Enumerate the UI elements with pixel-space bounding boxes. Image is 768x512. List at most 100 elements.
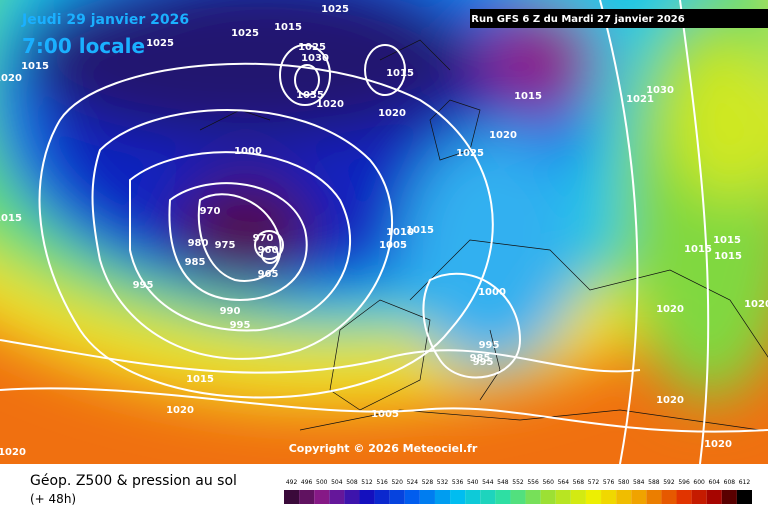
isobar-label: 985 [185, 257, 206, 268]
isobar-label: 1020 [316, 99, 344, 110]
isobar-label: 1015 [406, 225, 434, 236]
scale-tick-label: 504 [331, 479, 343, 486]
scale-swatch [510, 490, 526, 504]
isobar-label: 1015 [0, 213, 22, 224]
scale-tick-label: 528 [422, 479, 434, 486]
scale-swatch [691, 490, 707, 504]
scale-swatch [389, 490, 405, 504]
scale-swatch [601, 490, 617, 504]
isobar-label: 1020 [656, 395, 684, 406]
scale-tick-label: 556 [527, 479, 539, 486]
scale-tick-label: 580 [618, 479, 630, 486]
isobar-label: 1020 [0, 447, 26, 458]
copyright: Copyright © 2026 Meteociel.fr [289, 442, 478, 455]
scale-swatch [434, 490, 451, 504]
scale-swatch [495, 490, 511, 504]
isobar-label: 1015 [714, 251, 742, 262]
scale-tick-label: 584 [633, 479, 645, 486]
scale-swatch [525, 490, 541, 504]
scale-tick-label: 564 [558, 479, 570, 486]
isobar-label: 975 [215, 240, 236, 251]
scale-tick-label: 600 [693, 479, 705, 486]
isobar-label: 995 [479, 340, 500, 351]
isobar-label: 1005 [379, 240, 407, 251]
scale-swatch [616, 490, 632, 504]
isobar-label: 1000 [234, 146, 262, 157]
map-title: Géop. Z500 & pression au sol [30, 473, 237, 489]
isobar-label: 1020 [744, 299, 768, 310]
scale-tick-label: 588 [648, 479, 660, 486]
isobar-label: 1015 [713, 235, 741, 246]
isobar-label: 1015 [514, 91, 542, 102]
isobar-label: 965 [258, 269, 279, 280]
scale-tick-label: 508 [346, 479, 358, 486]
scale-swatch [646, 490, 662, 504]
isobar-label: 980 [188, 238, 209, 249]
scale-swatch [419, 490, 435, 504]
scale-tick-label: 540 [467, 479, 479, 486]
scale-swatch [344, 490, 360, 504]
isobar-label: 1010 [386, 227, 414, 238]
isobar-label: 1020 [489, 130, 517, 141]
isobar-label: 1015 [684, 244, 712, 255]
scale-tick-label: 496 [301, 479, 313, 486]
isobar-label: 960 [258, 245, 279, 256]
isobar-label: 995 [473, 357, 494, 368]
scale-tick-label: 500 [316, 479, 328, 486]
scale-swatch [465, 490, 481, 504]
isobar-label: 1035 [296, 90, 324, 101]
scale-swatch [284, 490, 300, 504]
color-scale: 492 496 500 504 508 512 516 520 524 528 532 536 540 5… [284, 479, 752, 504]
scale-swatch [404, 490, 420, 504]
scale-swatch [706, 490, 722, 504]
scale-swatch [631, 490, 647, 504]
scale-swatch [329, 490, 345, 504]
scale-tick-label: 492 [286, 479, 298, 486]
scale-tick-label: 576 [603, 479, 615, 486]
scale-tick-label: 608 [724, 479, 736, 486]
isobar-label: 1020 [656, 304, 684, 315]
scale-swatch [661, 490, 677, 504]
scale-swatch [540, 490, 556, 504]
scale-tick-label: 536 [452, 479, 464, 486]
isobar-label: 1025 [456, 148, 484, 159]
scale-tick-label: 548 [497, 479, 509, 486]
isobar-label: 1021 [626, 94, 654, 105]
isobar-labels: 1025102510151025101510201025103010351020… [0, 4, 768, 458]
scale-tick-label: 512 [361, 479, 373, 486]
isobar-label: 995 [230, 320, 251, 331]
isobar-label: 1020 [378, 108, 406, 119]
map-field [0, 0, 768, 464]
isobar-label: 970 [200, 206, 221, 217]
isobar-label: 1015 [274, 22, 302, 33]
scale-swatch [374, 490, 390, 504]
isobar-label: 1020 [704, 439, 732, 450]
isobar-label: 1015 [386, 68, 414, 79]
isobar-label: 1020 [0, 73, 22, 84]
isobar-label: 990 [220, 306, 241, 317]
scale-tick-label: 544 [482, 479, 494, 486]
scale-swatch [480, 490, 496, 504]
scale-swatch [676, 490, 692, 504]
forecast-lead: (+ 48h) [30, 492, 76, 506]
scale-tick-label: 520 [391, 479, 403, 486]
scale-tick-label: 604 [709, 479, 721, 486]
isobar-label: 1005 [371, 409, 399, 420]
scale-tick-label: 532 [437, 479, 449, 486]
scale-tick-label: 560 [542, 479, 554, 486]
scale-tick-label: 524 [407, 479, 419, 486]
scale-swatch [450, 490, 466, 504]
isobar-label: 1015 [21, 61, 49, 72]
scale-tick-label: 572 [588, 479, 600, 486]
isobar-label: 970 [253, 233, 274, 244]
isobar-label: 995 [133, 280, 154, 291]
scale-tick-label: 596 [678, 479, 690, 486]
scale-tick-label: 552 [512, 479, 524, 486]
scale-swatch [721, 490, 737, 504]
scale-swatch [299, 490, 315, 504]
scale-swatch [585, 490, 602, 504]
scale-tick-label: 516 [376, 479, 388, 486]
isobar-label: 1025 [146, 38, 174, 49]
isobar-label: 1015 [186, 374, 214, 385]
